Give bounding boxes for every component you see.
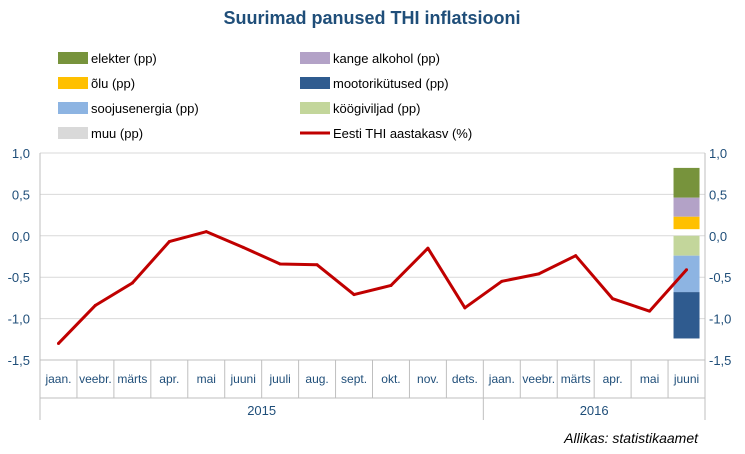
line-point xyxy=(56,341,60,345)
legend-label: muu (pp) xyxy=(91,126,143,141)
legend-swatch xyxy=(300,102,330,114)
y-tick-label-right: -0,5 xyxy=(709,270,731,285)
line-point xyxy=(352,293,356,297)
year-label: 2015 xyxy=(247,403,276,418)
y-tick-label-left: 0,0 xyxy=(12,229,30,244)
y-tick-label-left: 0,5 xyxy=(12,187,30,202)
legend-swatch xyxy=(58,102,88,114)
legend-label: õlu (pp) xyxy=(91,76,135,91)
line-series xyxy=(56,230,689,345)
y-tick-label-right: 0,0 xyxy=(709,229,727,244)
x-tick-label: dets. xyxy=(452,372,478,386)
bar-segment xyxy=(673,167,700,198)
legend-label: mootorikütused (pp) xyxy=(333,76,449,91)
year-label: 2016 xyxy=(580,403,609,418)
line-point xyxy=(648,309,652,313)
line-point xyxy=(426,246,430,250)
y-axis-right: 1,0 0,5 0,0 -0,5 -1,0 -1,5 xyxy=(709,146,731,368)
line-point xyxy=(315,263,319,267)
source-note: Allikas: statistikaamet xyxy=(563,430,699,446)
x-tick-label: märts xyxy=(117,372,147,386)
line-point xyxy=(130,281,134,285)
x-tick-label: sept. xyxy=(341,372,367,386)
line-point xyxy=(463,306,467,310)
y-tick-label-right: 1,0 xyxy=(709,146,727,161)
line-point xyxy=(204,230,208,234)
bar-segment xyxy=(673,255,700,293)
y-tick-label-left: -0,5 xyxy=(8,270,30,285)
x-tick-label: aug. xyxy=(305,372,328,386)
line-point xyxy=(93,303,97,307)
x-tick-label: märts xyxy=(561,372,591,386)
x-tick-label: jaan. xyxy=(44,372,71,386)
y-tick-label-left: -1,0 xyxy=(8,312,30,327)
legend-label: soojusenergia (pp) xyxy=(91,101,199,116)
y-tick-label-right: 0,5 xyxy=(709,187,727,202)
x-tick-label: veebr. xyxy=(522,372,555,386)
y-tick-label-right: -1,0 xyxy=(709,312,731,327)
year-axis: 2015 2016 xyxy=(247,403,608,418)
x-tick-label: apr. xyxy=(159,372,179,386)
x-tick-label: mai xyxy=(197,372,216,386)
line-point xyxy=(389,283,393,287)
y-tick-label-left: -1,5 xyxy=(8,353,30,368)
legend-label: elekter (pp) xyxy=(91,51,157,66)
line-point xyxy=(241,245,245,249)
y-tick-label-right: -1,5 xyxy=(709,353,731,368)
x-tick-label: mai xyxy=(640,372,659,386)
legend-label: köögiviljad (pp) xyxy=(333,101,420,116)
line-point xyxy=(574,254,578,258)
legend-swatch xyxy=(58,127,88,139)
chart-title: Suurimad panused THI inflatsiooni xyxy=(223,8,520,28)
legend-swatch xyxy=(58,52,88,64)
legend-swatch xyxy=(300,77,330,89)
gridlines xyxy=(40,152,705,361)
x-tick-label: okt. xyxy=(381,372,400,386)
x-tick-label: veebr. xyxy=(79,372,112,386)
axes xyxy=(39,153,706,420)
x-tick-label: juuli xyxy=(268,372,290,386)
line-point xyxy=(537,272,541,276)
x-tick-label: jaan. xyxy=(488,372,515,386)
y-tick-label-left: 1,0 xyxy=(12,146,30,161)
stacked-bar xyxy=(673,167,700,339)
x-tick-label: juuni xyxy=(230,372,256,386)
line-point xyxy=(278,262,282,266)
legend: elekter (pp) kange alkohol (pp) õlu (pp) mo… xyxy=(58,51,472,141)
line-point xyxy=(611,297,615,301)
bar-segment xyxy=(673,292,700,339)
line-point xyxy=(500,279,504,283)
line-point xyxy=(167,240,171,244)
x-axis: jaan. veebr. märts apr. mai juuni juuli aug. sep… xyxy=(44,372,699,386)
legend-swatch xyxy=(300,52,330,64)
x-tick-label: apr. xyxy=(603,372,623,386)
legend-swatch xyxy=(58,77,88,89)
line-series-path xyxy=(57,230,688,345)
legend-label: kange alkohol (pp) xyxy=(333,51,440,66)
bar-segment xyxy=(673,235,700,256)
legend-label: Eesti THI aastakasv (%) xyxy=(333,126,472,141)
x-tick-label: juuni xyxy=(673,372,699,386)
bar-segment xyxy=(673,216,700,230)
bar-segment xyxy=(673,197,700,217)
x-tick-label: nov. xyxy=(417,372,439,386)
y-axis-left: 1,0 0,5 0,0 -0,5 -1,0 -1,5 xyxy=(8,146,30,368)
line-point xyxy=(685,268,689,272)
